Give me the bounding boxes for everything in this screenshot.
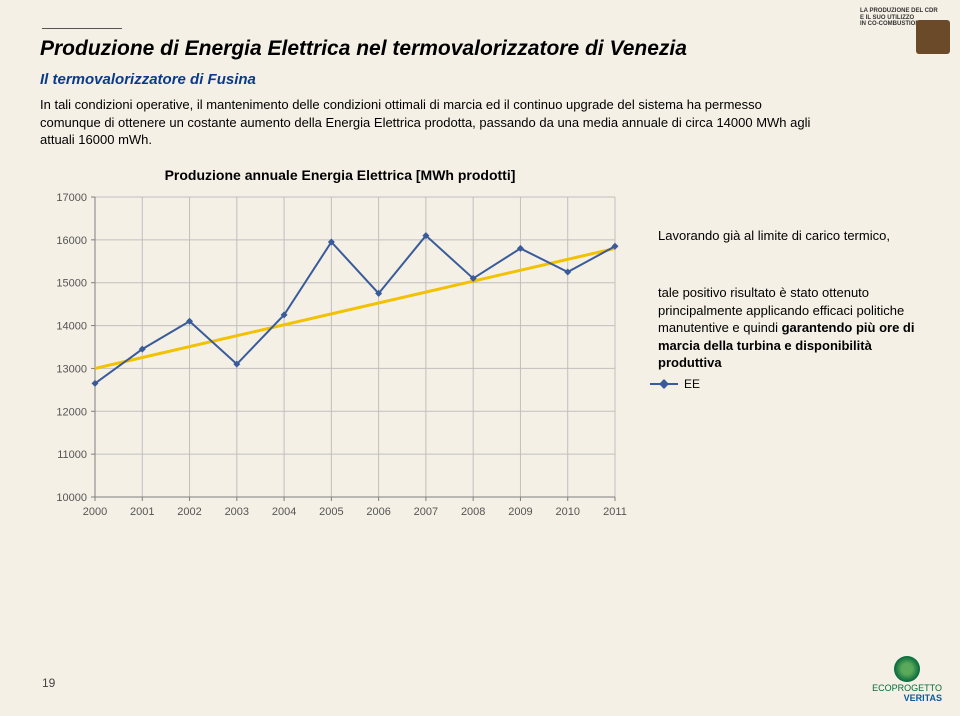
chart-legend: EE bbox=[650, 377, 700, 391]
logo-footer: ECOPROGETTO VERITAS bbox=[872, 656, 942, 704]
event-badge: LA PRODUZIONE DEL CDR E IL SUO UTILIZZO … bbox=[860, 8, 950, 58]
logo-icon bbox=[894, 656, 920, 682]
rule bbox=[42, 28, 122, 29]
svg-text:2010: 2010 bbox=[555, 506, 579, 518]
svg-text:11000: 11000 bbox=[57, 449, 87, 461]
legend-label: EE bbox=[684, 377, 700, 391]
svg-text:10000: 10000 bbox=[56, 492, 87, 504]
svg-text:14000: 14000 bbox=[56, 320, 87, 332]
svg-text:2000: 2000 bbox=[83, 506, 107, 518]
svg-text:2005: 2005 bbox=[319, 506, 343, 518]
main-row: Produzione annuale Energia Elettrica [MW… bbox=[40, 167, 920, 547]
line-chart: 10000 11000 12000 13000 14000 15000 16000 17000… bbox=[40, 187, 640, 547]
logo-text-2: VERITAS bbox=[872, 694, 942, 704]
chart-container: Produzione annuale Energia Elettrica [MW… bbox=[40, 167, 640, 547]
svg-text:2011: 2011 bbox=[603, 506, 627, 518]
svg-text:2003: 2003 bbox=[225, 506, 249, 518]
side-column: Lavorando già al limite di carico termic… bbox=[658, 167, 920, 372]
legend-swatch bbox=[650, 383, 678, 385]
svg-text:16000: 16000 bbox=[56, 234, 87, 246]
page-title: Produzione di Energia Elettrica nel term… bbox=[40, 37, 920, 61]
intro-paragraph: In tali condizioni operative, il manteni… bbox=[40, 96, 820, 149]
side-text-1: Lavorando già al limite di carico termic… bbox=[658, 227, 920, 245]
svg-text:2002: 2002 bbox=[177, 506, 201, 518]
svg-text:2009: 2009 bbox=[508, 506, 532, 518]
page-number: 19 bbox=[42, 676, 55, 690]
svg-text:2001: 2001 bbox=[130, 506, 154, 518]
thumb-image bbox=[916, 20, 950, 54]
svg-text:2006: 2006 bbox=[366, 506, 390, 518]
svg-text:2007: 2007 bbox=[414, 506, 438, 518]
svg-text:12000: 12000 bbox=[56, 406, 87, 418]
svg-text:15000: 15000 bbox=[56, 277, 87, 289]
svg-text:2008: 2008 bbox=[461, 506, 485, 518]
chart-title: Produzione annuale Energia Elettrica [MW… bbox=[40, 167, 640, 183]
svg-text:17000: 17000 bbox=[56, 192, 87, 204]
svg-text:13000: 13000 bbox=[56, 363, 87, 375]
page-subtitle: Il termovalorizzatore di Fusina bbox=[40, 71, 920, 88]
side-text-2: tale positivo risultato è stato ottenuto… bbox=[658, 284, 920, 372]
svg-text:2004: 2004 bbox=[272, 506, 296, 518]
